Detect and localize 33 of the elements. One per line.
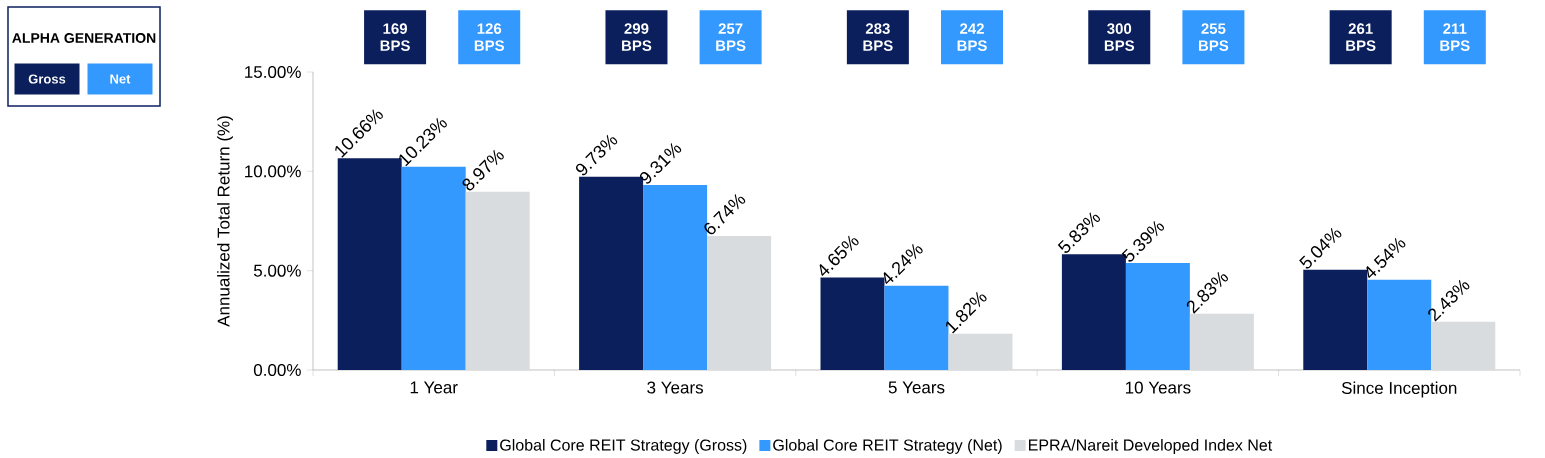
y-tick-label: 10.00% xyxy=(245,165,301,178)
text: 255 BPS xyxy=(1198,23,1229,51)
y-tick-label: 0.00% xyxy=(253,363,301,377)
legend-label: EPRA/Nareit Developed Index Net xyxy=(1029,439,1273,454)
text: 300 BPS xyxy=(1104,23,1135,51)
text: 126 BPS xyxy=(474,23,505,51)
legend-label: Global Core REIT Strategy (Net) xyxy=(773,439,1002,454)
text: ALPHA GENERATION xyxy=(12,33,156,43)
x-tick-label: 1 Year xyxy=(410,381,458,394)
y-tick-label: 15.00% xyxy=(245,65,301,79)
legend-label: Global Core REIT Strategy (Gross) xyxy=(500,439,747,454)
bar xyxy=(1431,321,1496,370)
x-tick-label: 3 Years xyxy=(647,381,704,394)
text: 261 BPS xyxy=(1346,23,1376,51)
text: 257 BPS xyxy=(716,23,746,51)
x-tick-label: Since Inception xyxy=(1341,381,1457,398)
x-tick-label: 10 Years xyxy=(1125,381,1191,394)
text: 299 BPS xyxy=(622,23,652,51)
text: 169 BPS xyxy=(380,23,410,51)
bar xyxy=(1303,269,1368,370)
y-axis-title: Annualized Total Return (%) xyxy=(217,116,233,327)
bar xyxy=(465,191,530,370)
bar xyxy=(948,333,1013,370)
text: 211 BPS xyxy=(1440,23,1470,51)
bar xyxy=(1189,313,1254,370)
text: 242 BPS xyxy=(957,23,987,51)
text: 283 BPS xyxy=(863,23,893,51)
x-tick-label: 5 Years xyxy=(888,381,945,394)
bar xyxy=(820,277,885,370)
text: Net xyxy=(110,74,131,84)
y-tick-label: 5.00% xyxy=(253,264,301,277)
text: Gross xyxy=(28,74,66,84)
bar xyxy=(707,236,772,370)
